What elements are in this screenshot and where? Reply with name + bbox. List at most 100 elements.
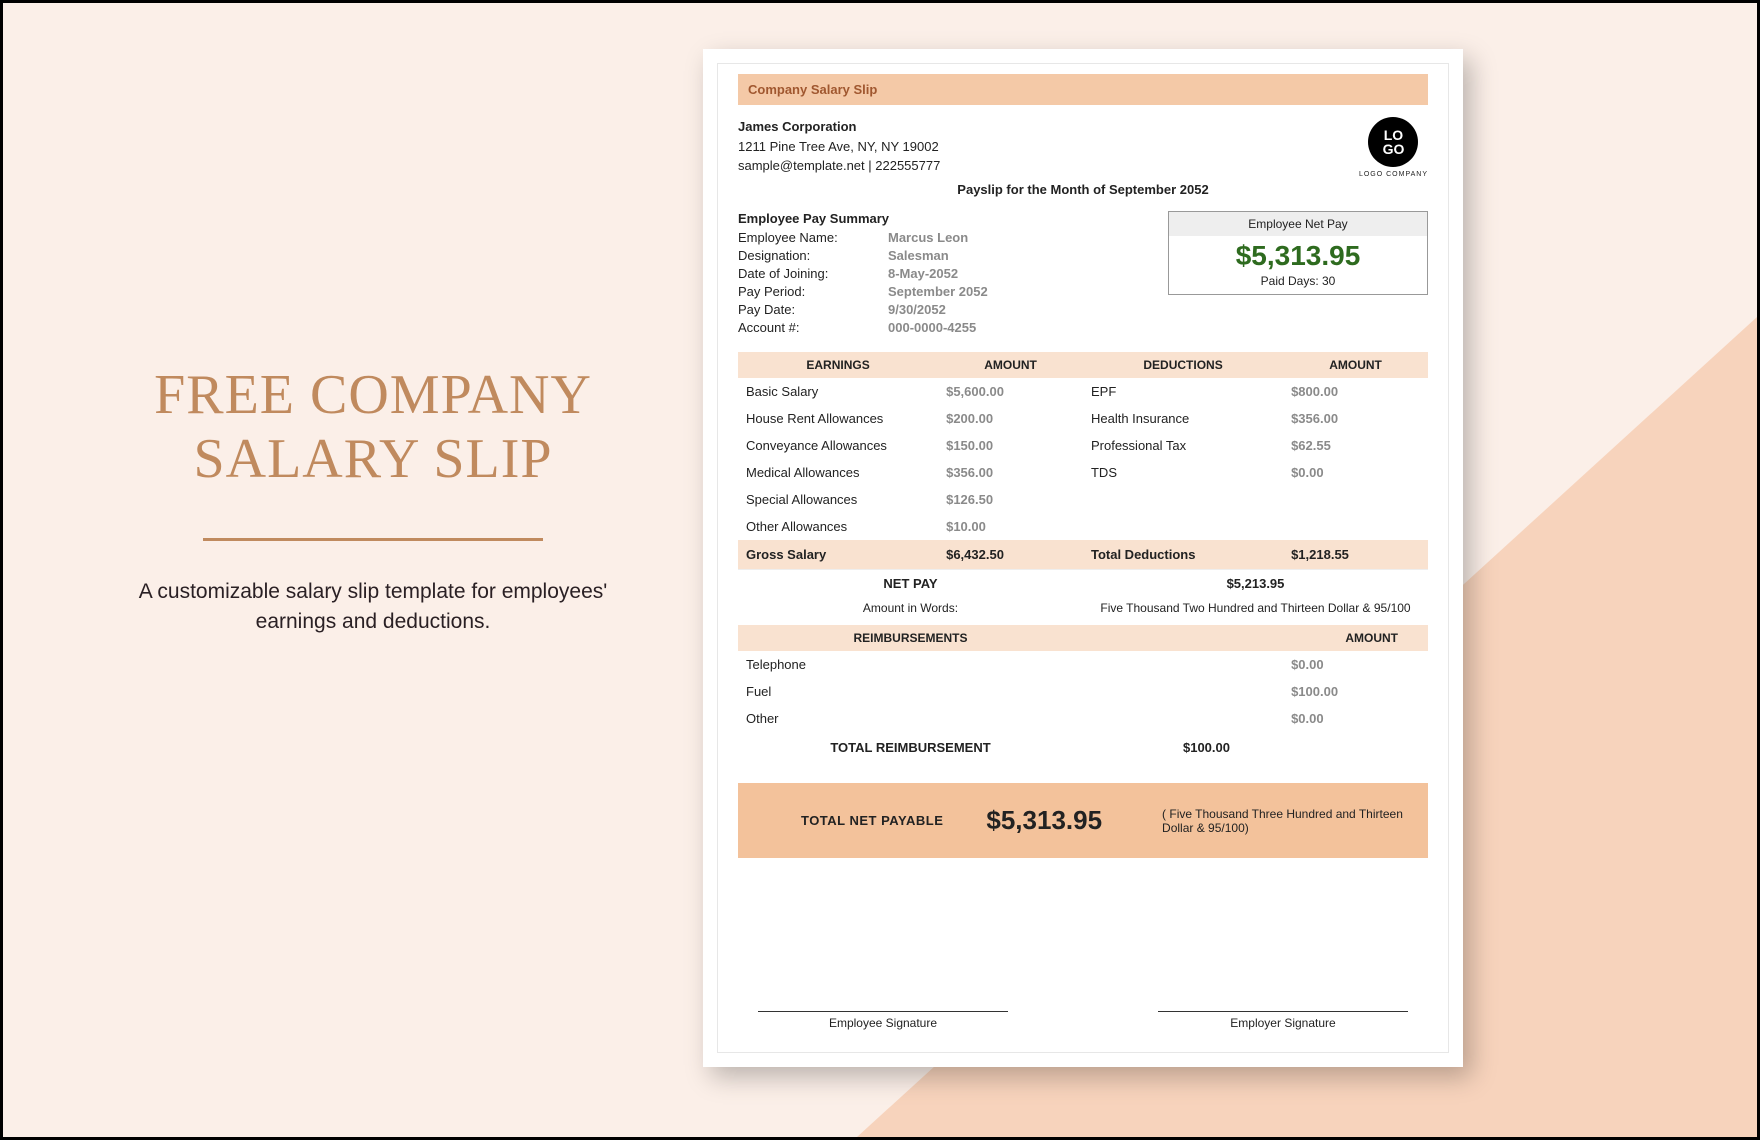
deduction-label: Professional Tax [1083,432,1283,459]
company-contact: sample@template.net | 222555777 [738,156,940,176]
summary-value: 000-0000-4255 [888,320,976,335]
payslip-month: Payslip for the Month of September 2052 [738,182,1428,197]
ed-row: Conveyance Allowances$150.00Professional… [738,432,1428,459]
title-panel: FREE COMPANY SALARY SLIP A customizable … [113,363,633,638]
deduction-amount: $800.00 [1283,378,1428,405]
deduction-label [1083,486,1283,513]
title-divider [203,538,543,541]
summary-value: 9/30/2052 [888,302,946,317]
page-frame: FREE COMPANY SALARY SLIP A customizable … [0,0,1760,1140]
reimbursement-row: Telephone$0.00 [738,651,1428,678]
reimbursement-total-amount: $100.00 [1083,732,1428,763]
ed-row: House Rent Allowances$200.00Health Insur… [738,405,1428,432]
col-amount-1: AMOUNT [938,352,1083,378]
employer-signature-label: Employer Signature [1158,1016,1408,1030]
earning-amount: $200.00 [938,405,1083,432]
ed-row: Medical Allowances$356.00TDS$0.00 [738,459,1428,486]
net-pay-label: NET PAY [738,570,1083,598]
logo-icon: LO GO [1368,117,1418,167]
summary-line: Designation:Salesman [738,248,1148,263]
reimbursements-title: REIMBURSEMENTS [738,625,1083,651]
company-address: 1211 Pine Tree Ave, NY, NY 19002 [738,137,940,157]
earnings-deductions-table: EARNINGS AMOUNT DEDUCTIONS AMOUNT Basic … [738,352,1428,763]
reimbursement-label: Telephone [738,651,1283,678]
earning-label: Special Allowances [738,486,938,513]
earning-label: Medical Allowances [738,459,938,486]
col-deductions: DEDUCTIONS [1083,352,1283,378]
deduction-label: Health Insurance [1083,405,1283,432]
reimbursement-amount: $0.00 [1283,651,1428,678]
summary-label: Pay Date: [738,302,888,317]
ed-header-row: EARNINGS AMOUNT DEDUCTIONS AMOUNT [738,352,1428,378]
employee-signature-label: Employee Signature [758,1016,1008,1030]
earning-amount: $126.50 [938,486,1083,513]
payable-amount: $5,313.95 [986,805,1162,836]
summary-label: Pay Period: [738,284,888,299]
company-name: James Corporation [738,117,940,137]
summary-value: Marcus Leon [888,230,968,245]
deduction-label: TDS [1083,459,1283,486]
reimbursement-total-row: TOTAL REIMBURSEMENT $100.00 [738,732,1428,763]
summary-label: Date of Joining: [738,266,888,281]
reimbursements-amount-col: AMOUNT [1083,625,1428,651]
employer-signature-line [1158,1011,1408,1012]
summary-value: Salesman [888,248,949,263]
col-earnings: EARNINGS [738,352,938,378]
company-block: James Corporation 1211 Pine Tree Ave, NY… [738,117,940,176]
summary-row: Employee Pay Summary Employee Name:Marcu… [738,211,1428,338]
earning-amount: $150.00 [938,432,1083,459]
company-row: James Corporation 1211 Pine Tree Ave, NY… [738,117,1428,178]
employee-pay-summary: Employee Pay Summary Employee Name:Marcu… [738,211,1148,338]
summary-line: Pay Date:9/30/2052 [738,302,1148,317]
reimbursement-total-label: TOTAL REIMBURSEMENT [738,732,1083,763]
net-pay-box: Employee Net Pay $5,313.95 Paid Days: 30 [1168,211,1428,295]
reimbursement-label: Other [738,705,1283,732]
logo-subtext: LOGO COMPANY [1359,171,1428,178]
ed-row: Special Allowances$126.50 [738,486,1428,513]
summary-line: Account #:000-0000-4255 [738,320,1148,335]
amount-words-row: Amount in Words: Five Thousand Two Hundr… [738,597,1428,625]
total-deductions-amount: $1,218.55 [1283,540,1428,570]
reimbursements-header: REIMBURSEMENTS AMOUNT [738,625,1428,651]
reimbursement-label: Fuel [738,678,1283,705]
salary-slip-document: Company Salary Slip James Corporation 12… [703,49,1463,1067]
page-title: FREE COMPANY SALARY SLIP [113,363,633,492]
gross-salary-amount: $6,432.50 [938,540,1083,570]
earning-amount: $5,600.00 [938,378,1083,405]
deduction-label: EPF [1083,378,1283,405]
deduction-amount [1283,486,1428,513]
ed-row: Basic Salary$5,600.00EPF$800.00 [738,378,1428,405]
net-pay-value: $5,213.95 [1083,570,1428,598]
reimbursement-amount: $0.00 [1283,705,1428,732]
ed-row: Other Allowances$10.00 [738,513,1428,540]
deduction-amount: $62.55 [1283,432,1428,459]
summary-heading: Employee Pay Summary [738,211,1148,226]
payable-words: ( Five Thousand Three Hundred and Thirte… [1162,807,1408,835]
summary-value: September 2052 [888,284,988,299]
summary-label: Designation: [738,248,888,263]
logo: LO GO LOGO COMPANY [1359,117,1428,178]
document-inner: Company Salary Slip James Corporation 12… [717,63,1449,1053]
signature-row: Employee Signature Employer Signature [738,1011,1428,1036]
reimbursement-amount: $100.00 [1283,678,1428,705]
summary-line: Employee Name:Marcus Leon [738,230,1148,245]
amount-words-label: Amount in Words: [738,597,1083,625]
employer-signature-block: Employer Signature [1158,1011,1408,1030]
earning-label: Other Allowances [738,513,938,540]
employee-signature-block: Employee Signature [758,1011,1008,1030]
deduction-amount: $356.00 [1283,405,1428,432]
employee-signature-line [758,1011,1008,1012]
page-subtitle: A customizable salary slip template for … [113,577,633,638]
reimbursement-row: Fuel$100.00 [738,678,1428,705]
amount-words-value: Five Thousand Two Hundred and Thirteen D… [1083,597,1428,625]
document-header-band: Company Salary Slip [738,74,1428,105]
deduction-label [1083,513,1283,540]
earning-label: Basic Salary [738,378,938,405]
payable-label: TOTAL NET PAYABLE [758,813,986,828]
totals-row: Gross Salary $6,432.50 Total Deductions … [738,540,1428,570]
total-net-payable-band: TOTAL NET PAYABLE $5,313.95 ( Five Thous… [738,783,1428,858]
summary-label: Account #: [738,320,888,335]
deduction-amount: $0.00 [1283,459,1428,486]
paid-days: Paid Days: 30 [1169,274,1427,294]
reimbursement-row: Other$0.00 [738,705,1428,732]
